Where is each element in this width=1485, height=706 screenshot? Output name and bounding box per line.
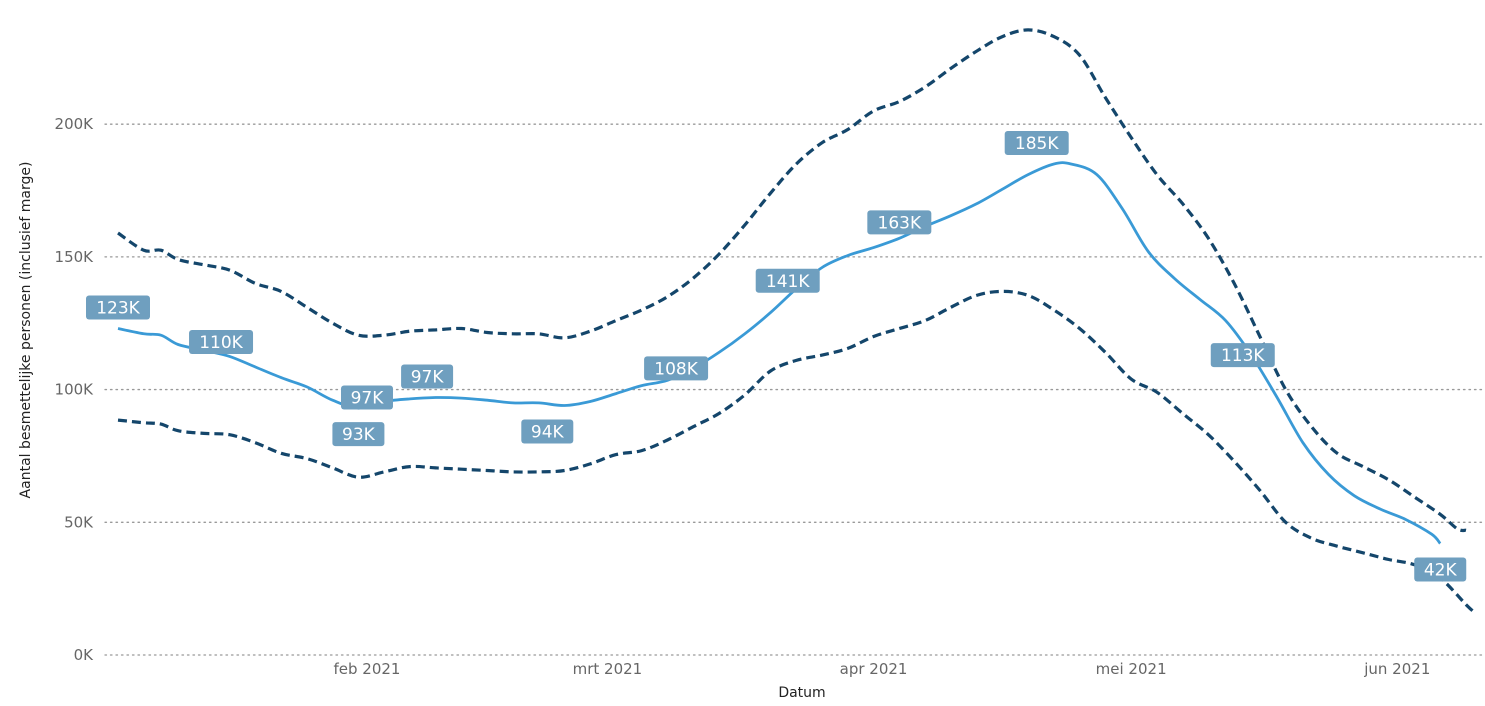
lower-bound-line [117, 289, 1476, 614]
data-label: 123K [86, 295, 150, 320]
data-label: 163K [867, 210, 932, 235]
data-label-text: 94K [531, 423, 565, 443]
data-label-text: 113K [1221, 346, 1265, 366]
x-axis-title: Datum [778, 685, 825, 701]
data-label: 108K [644, 356, 709, 381]
data-label-box [1004, 130, 1069, 155]
gridlines [104, 123, 1485, 656]
y-tick-label: 200K [55, 115, 95, 133]
data-label: 42K [1414, 557, 1467, 582]
data-label: 93K [332, 422, 385, 447]
data-label-text: 110K [199, 333, 243, 353]
data-label-text: 97K [411, 368, 445, 388]
data-label-text: 93K [342, 425, 376, 445]
data-label-box [1210, 343, 1275, 368]
data-label: 97K [340, 385, 393, 410]
data-label: 94K [521, 419, 574, 444]
data-label: 141K [755, 268, 820, 293]
data-labels: 123K 110K 93K 97K 97K 94K 108K 141K 163K 185K 113K… [86, 130, 1467, 582]
data-label-text: 108K [654, 359, 698, 379]
data-label-box [1414, 557, 1467, 582]
data-label-box [644, 356, 709, 381]
data-label-text: 97K [351, 389, 385, 409]
y-axis-ticks: 0K 50K 100K 150K 200K [55, 115, 95, 664]
series-lines [117, 28, 1476, 614]
data-label: 185K [1004, 130, 1069, 155]
data-label-box [340, 385, 393, 410]
data-label-box [189, 330, 254, 355]
x-tick-label: apr 2021 [840, 660, 908, 678]
y-tick-label: 50K [64, 513, 94, 531]
data-label-box [755, 268, 820, 293]
data-label-text: 42K [1424, 561, 1458, 581]
data-label-box [401, 364, 454, 389]
y-axis-title: Aantal besmettelijke personen (inclusief… [18, 162, 34, 499]
data-label-box [86, 295, 150, 320]
data-label: 110K [189, 330, 254, 355]
y-tick-label: 0K [74, 646, 95, 664]
data-label: 97K [401, 364, 454, 389]
estimate-line [117, 161, 1442, 545]
data-label: 113K [1210, 343, 1275, 368]
x-tick-label: jun 2021 [1363, 660, 1430, 678]
data-label-box [521, 419, 574, 444]
x-tick-label: mei 2021 [1096, 660, 1167, 678]
y-tick-label: 100K [55, 381, 95, 399]
x-axis-ticks: feb 2021 mrt 2021 apr 2021 mei 2021 jun 2021 [334, 660, 1431, 678]
x-tick-label: feb 2021 [334, 660, 401, 678]
data-label-text: 163K [878, 213, 922, 233]
data-label-text: 141K [766, 272, 810, 292]
data-label-text: 185K [1015, 134, 1059, 154]
y-tick-label: 150K [55, 248, 95, 266]
upper-bound-line [117, 28, 1467, 533]
data-label-text: 123K [96, 299, 140, 319]
data-label-box [867, 210, 932, 235]
data-label-box [332, 422, 385, 447]
x-tick-label: mrt 2021 [573, 660, 643, 678]
